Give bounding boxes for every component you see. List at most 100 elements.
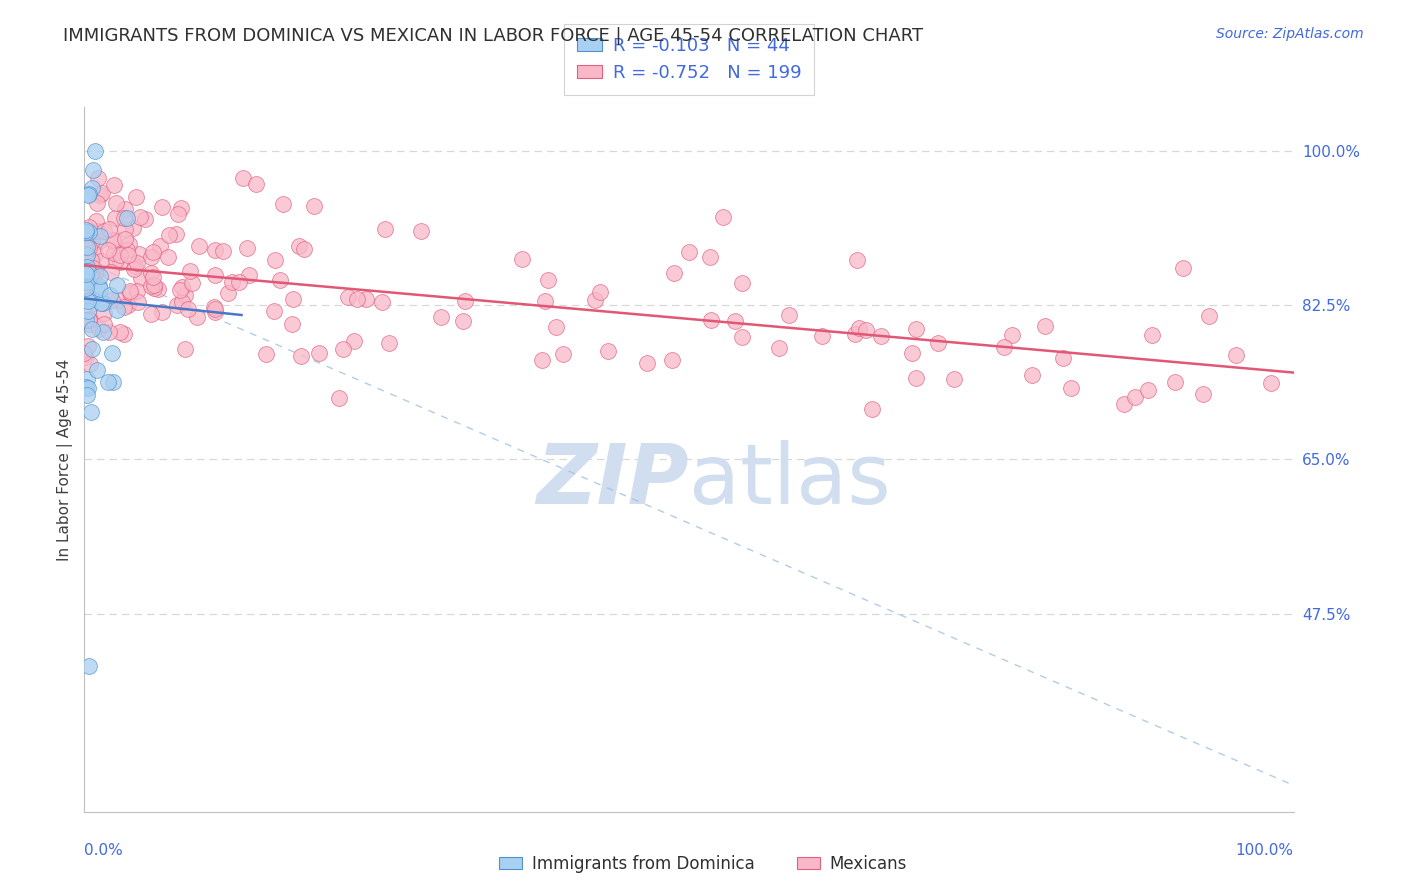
Point (202, 300, 225, 314)
Point (98, 288, 121, 302)
Point (89, 187, 111, 202)
Point (105, 277, 128, 292)
Point (1052, 351, 1074, 366)
Point (150, 200, 173, 214)
Point (117, 298, 139, 312)
Point (661, 353, 683, 368)
Point (678, 244, 700, 259)
Point (104, 253, 127, 268)
Point (1260, 376, 1282, 390)
Point (107, 293, 129, 307)
Point (82, 163, 104, 178)
Point (263, 304, 285, 318)
Point (79, 252, 101, 267)
Point (117, 243, 139, 257)
Point (235, 241, 257, 255)
Point (146, 282, 169, 296)
Point (93, 306, 115, 320)
Point (217, 285, 239, 300)
Point (91, 325, 114, 339)
Point (75, 290, 97, 304)
Point (204, 243, 226, 257)
Point (1191, 386, 1213, 401)
Point (124, 260, 146, 274)
Point (86, 363, 108, 377)
Point (204, 302, 226, 317)
Point (166, 298, 188, 312)
Point (80, 405, 103, 419)
Point (82, 322, 104, 336)
Point (73, 278, 96, 293)
Point (589, 285, 612, 299)
Point (127, 256, 149, 270)
Text: Source: ZipAtlas.com: Source: ZipAtlas.com (1216, 27, 1364, 41)
Point (75, 264, 97, 278)
Point (91, 296, 114, 310)
Point (86, 265, 108, 279)
Point (245, 177, 267, 191)
Point (172, 295, 194, 310)
Point (90, 186, 112, 200)
Point (103, 235, 125, 249)
Point (73, 282, 96, 296)
Point (1060, 381, 1083, 395)
Point (1137, 383, 1160, 397)
Legend: R = -0.103   N = 44, R = -0.752   N = 199: R = -0.103 N = 44, R = -0.752 N = 199 (564, 24, 814, 95)
Point (177, 301, 200, 316)
Point (142, 281, 165, 295)
Point (112, 327, 135, 342)
Point (112, 211, 135, 225)
Point (374, 221, 396, 235)
Point (778, 308, 800, 322)
Point (127, 284, 149, 298)
Point (87, 322, 110, 336)
Point (79, 357, 101, 371)
Point (844, 326, 866, 341)
Point (281, 293, 304, 307)
Point (90, 295, 112, 310)
Point (110, 254, 132, 268)
Point (84, 266, 107, 280)
Point (583, 293, 606, 307)
Point (104, 211, 127, 225)
Point (77, 220, 100, 235)
Point (337, 290, 360, 304)
Point (73, 345, 96, 359)
Point (855, 323, 877, 337)
Point (1225, 348, 1247, 362)
Point (80, 342, 103, 356)
Point (228, 276, 250, 290)
Point (80, 292, 103, 306)
Point (125, 190, 148, 204)
Point (114, 202, 136, 216)
Point (114, 232, 136, 246)
Point (157, 251, 180, 265)
Point (346, 292, 368, 306)
Point (77, 275, 100, 289)
Point (281, 317, 304, 331)
Point (232, 170, 254, 185)
Point (86, 170, 108, 185)
Point (724, 313, 747, 327)
Point (79, 318, 101, 332)
Point (143, 278, 166, 293)
Point (157, 228, 180, 243)
Point (75, 380, 97, 394)
Point (79, 225, 101, 239)
Point (553, 347, 575, 361)
Point (530, 352, 553, 367)
Point (290, 349, 312, 363)
Point (84, 247, 107, 261)
Point (170, 201, 193, 215)
Point (115, 211, 138, 225)
Point (141, 278, 163, 293)
Point (134, 211, 156, 226)
Point (711, 211, 734, 225)
Point (142, 244, 165, 259)
Point (110, 248, 132, 262)
Point (1001, 328, 1024, 343)
Point (122, 261, 145, 276)
Point (430, 310, 453, 325)
Point (77, 186, 100, 201)
Point (287, 239, 309, 253)
